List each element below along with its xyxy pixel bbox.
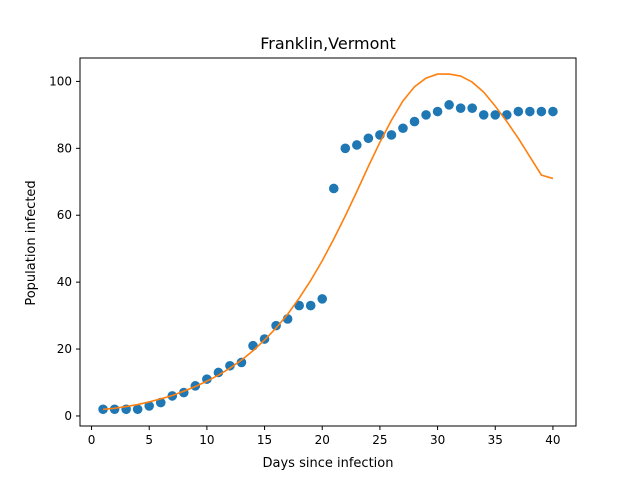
scatter-point bbox=[432, 106, 443, 117]
scatter-point bbox=[213, 367, 224, 378]
scatter-point bbox=[144, 401, 155, 411]
scatter-point bbox=[490, 110, 501, 120]
y-tick-label: 60 bbox=[57, 208, 72, 222]
scatter-point bbox=[467, 103, 477, 113]
x-axis-label: Days since infection bbox=[263, 456, 394, 471]
fit-curve-line bbox=[103, 73, 554, 411]
x-tick-label: 0 bbox=[88, 433, 96, 447]
scatter-point bbox=[398, 123, 408, 134]
scatter-point bbox=[271, 320, 281, 331]
y-tick-label: 100 bbox=[49, 74, 72, 88]
axis-ticks: 0 5 10 15 20 25 30 35 40 0 20 40 60 80 100 bbox=[49, 74, 560, 447]
scatter-point bbox=[548, 106, 558, 117]
scatter-point bbox=[132, 404, 143, 415]
x-tick-label: 20 bbox=[315, 433, 330, 447]
scatter-point bbox=[317, 294, 328, 304]
scatter-point bbox=[525, 106, 535, 117]
scatter-point bbox=[248, 340, 258, 351]
x-tick-label: 25 bbox=[372, 433, 387, 447]
y-axis-label: Population infected bbox=[24, 180, 39, 305]
scatter-point bbox=[328, 183, 339, 194]
scatter-point bbox=[363, 133, 374, 144]
x-tick-label: 30 bbox=[430, 433, 445, 447]
chart-title: Franklin,Vermont bbox=[260, 34, 396, 53]
scatter-point bbox=[294, 300, 304, 311]
scatter-point bbox=[109, 404, 120, 415]
plot-area bbox=[98, 73, 558, 415]
x-tick-label: 35 bbox=[488, 433, 503, 447]
scatter-point bbox=[340, 143, 351, 154]
y-tick-label: 40 bbox=[57, 275, 72, 289]
x-tick-label: 40 bbox=[545, 433, 560, 447]
scatter-point bbox=[455, 103, 466, 113]
scatter-point bbox=[352, 140, 362, 150]
x-tick-label: 10 bbox=[199, 433, 214, 447]
scatter-point bbox=[409, 116, 420, 127]
y-tick-label: 20 bbox=[57, 342, 72, 356]
x-tick-label: 15 bbox=[257, 433, 272, 447]
scatter-point bbox=[236, 357, 247, 368]
scatter-point bbox=[513, 106, 524, 117]
y-tick-label: 0 bbox=[64, 409, 72, 423]
scatter-point bbox=[536, 106, 547, 117]
scatter-point bbox=[225, 360, 235, 371]
scatter-point bbox=[98, 404, 108, 415]
scatter-point bbox=[305, 300, 316, 311]
y-tick-label: 80 bbox=[57, 141, 72, 155]
x-tick-label: 5 bbox=[145, 433, 153, 447]
scatter-point bbox=[444, 100, 454, 110]
scatter-point bbox=[386, 130, 397, 140]
scatter-point bbox=[421, 110, 431, 120]
axes-frame bbox=[79, 57, 577, 427]
scatter-point bbox=[478, 110, 489, 120]
